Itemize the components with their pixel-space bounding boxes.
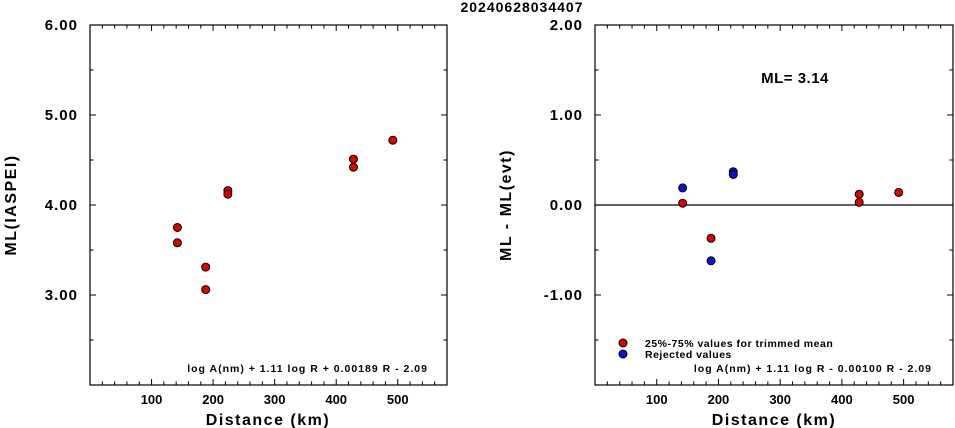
right-xlabel: Distance (km) bbox=[712, 412, 836, 428]
right-formula: log A(nm) + 1.11 log R - 0.00100 R - 2.0… bbox=[694, 363, 932, 375]
left-formula: log A(nm) + 1.11 log R + 0.00189 R - 2.0… bbox=[187, 363, 428, 375]
left-data-point bbox=[348, 154, 358, 164]
right-xtick-label: 200 bbox=[708, 392, 730, 407]
right-xtick-label: 100 bbox=[646, 392, 668, 407]
left-ytick-label: 3.00 bbox=[45, 287, 78, 304]
right-ytick-label: 2.00 bbox=[550, 17, 583, 34]
right-data-point bbox=[678, 198, 688, 208]
left-data-point bbox=[348, 162, 358, 172]
right-data-point bbox=[706, 256, 716, 266]
right-ylabel: ML - ML(evt) bbox=[498, 149, 515, 261]
left-data-point bbox=[201, 285, 211, 295]
left-plot-frame bbox=[89, 24, 448, 386]
right-panel: Distance (km) ML - ML(evt) ML= 3.14 25%-… bbox=[498, 17, 954, 428]
left-xtick-label: 300 bbox=[264, 392, 286, 407]
left-panel: Distance (km) ML(IASPEI) log A(nm) + 1.1… bbox=[3, 17, 448, 428]
right-xtick-label: 500 bbox=[893, 392, 915, 407]
right-data-point bbox=[854, 197, 864, 207]
left-data-point bbox=[172, 223, 182, 232]
left-data-point bbox=[223, 189, 233, 199]
left-xtick-label: 400 bbox=[325, 392, 347, 407]
right-data-point bbox=[678, 183, 688, 193]
left-xlabel: Distance (km) bbox=[206, 412, 330, 428]
right-ytick-label: 0.00 bbox=[550, 197, 583, 214]
right-ytick-label: 1.00 bbox=[550, 107, 583, 124]
ml-annotation: ML= 3.14 bbox=[761, 70, 829, 87]
left-ytick-label: 4.00 bbox=[45, 197, 78, 214]
right-data-point bbox=[728, 169, 738, 179]
legend-label-rejected: Rejected values bbox=[645, 349, 732, 361]
legend-marker-rejected bbox=[618, 349, 628, 359]
right-data-point bbox=[894, 187, 904, 197]
right-xtick-label: 400 bbox=[831, 392, 853, 407]
left-ytick-label: 6.00 bbox=[45, 17, 78, 34]
left-data-point bbox=[388, 135, 398, 145]
legend-marker-trimmed bbox=[618, 338, 628, 348]
right-data-point bbox=[854, 189, 864, 199]
left-ytick-label: 5.00 bbox=[45, 107, 78, 124]
left-data-point bbox=[172, 238, 182, 248]
right-ytick-label: -1.00 bbox=[544, 287, 583, 304]
left-xtick-label: 200 bbox=[202, 392, 224, 407]
left-ylabel: ML(IASPEI) bbox=[3, 154, 20, 255]
right-xtick-label: 300 bbox=[769, 392, 791, 407]
figure-title: 20240628034407 bbox=[460, 0, 583, 15]
left-xtick-label: 500 bbox=[387, 392, 409, 407]
left-data-point bbox=[201, 262, 211, 272]
left-xtick-label: 100 bbox=[141, 392, 163, 407]
right-data-point bbox=[706, 233, 716, 243]
legend-label-trimmed: 25%-75% values for trimmed mean bbox=[645, 338, 833, 350]
